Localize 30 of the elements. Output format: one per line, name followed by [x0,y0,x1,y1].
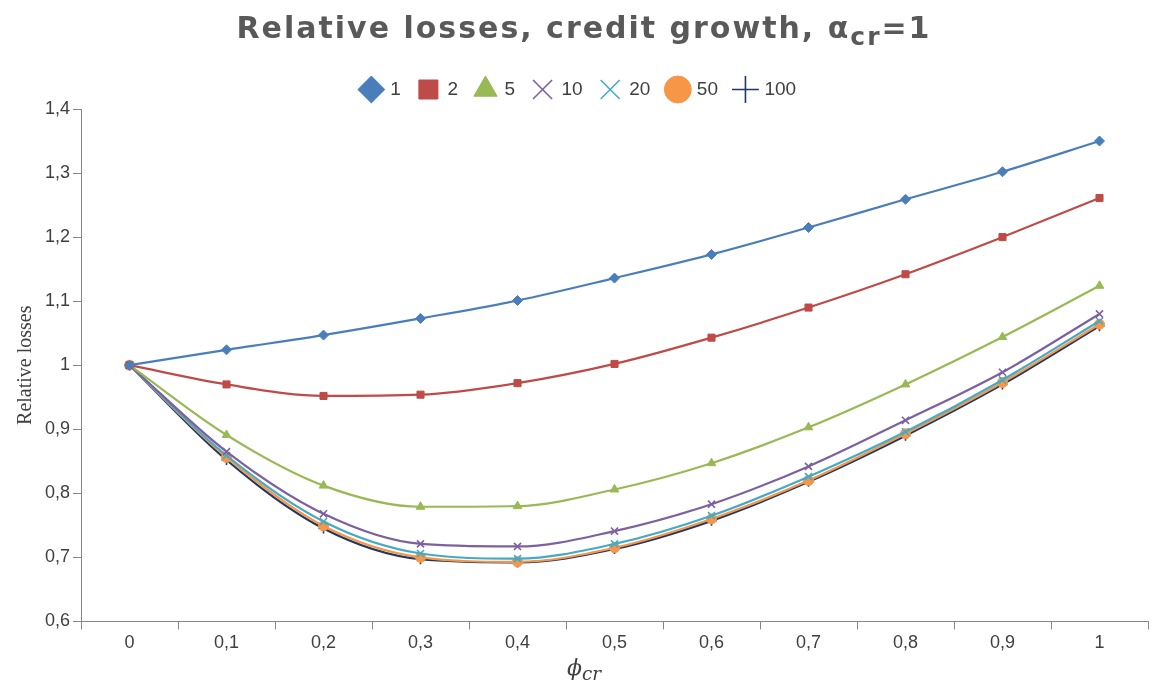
legend-label: 2 [447,77,458,99]
y-tick-label: 1,3 [44,162,71,183]
legend-label: 10 [561,77,583,99]
y-tick-label: 0,8 [44,482,71,503]
y-tick-label: 1,1 [44,290,71,311]
x-tick-label: 0 [124,632,135,653]
x-tick-label: 0,4 [505,632,531,653]
y-tick-label: 1,4 [44,97,71,118]
legend-label: 50 [696,77,718,99]
y-tick-label: 0,6 [44,610,71,631]
y-tick-label: 0,9 [44,418,71,439]
chart-title: Relative losses, credit growth, α$_{cr}$=1 [235,10,933,51]
x-tick-label: 0,7 [795,632,822,653]
y-tick-label: 1,2 [44,226,71,247]
x-tick-label: 1 [1094,632,1105,653]
legend-label: 5 [504,77,516,99]
y-tick-label: 0,7 [44,546,71,567]
legend-label: 100 [764,77,797,99]
legend-label: 1 [390,77,401,99]
x-tick-label: 0,5 [602,632,628,653]
x-tick-label: 0,1 [214,632,240,653]
x-tick-label: 0,9 [989,632,1016,653]
x-axis-title: ϕ$_{cr}$ [566,655,603,685]
y-tick-label: 1 [60,354,71,375]
y-axis-title: Relative losses [13,305,36,425]
x-tick-label: 0,6 [698,632,725,653]
x-tick-label: 0,2 [311,632,337,653]
legend-label: 20 [629,77,651,99]
x-tick-label: 0,3 [408,632,434,653]
x-tick-label: 0,8 [892,632,919,653]
